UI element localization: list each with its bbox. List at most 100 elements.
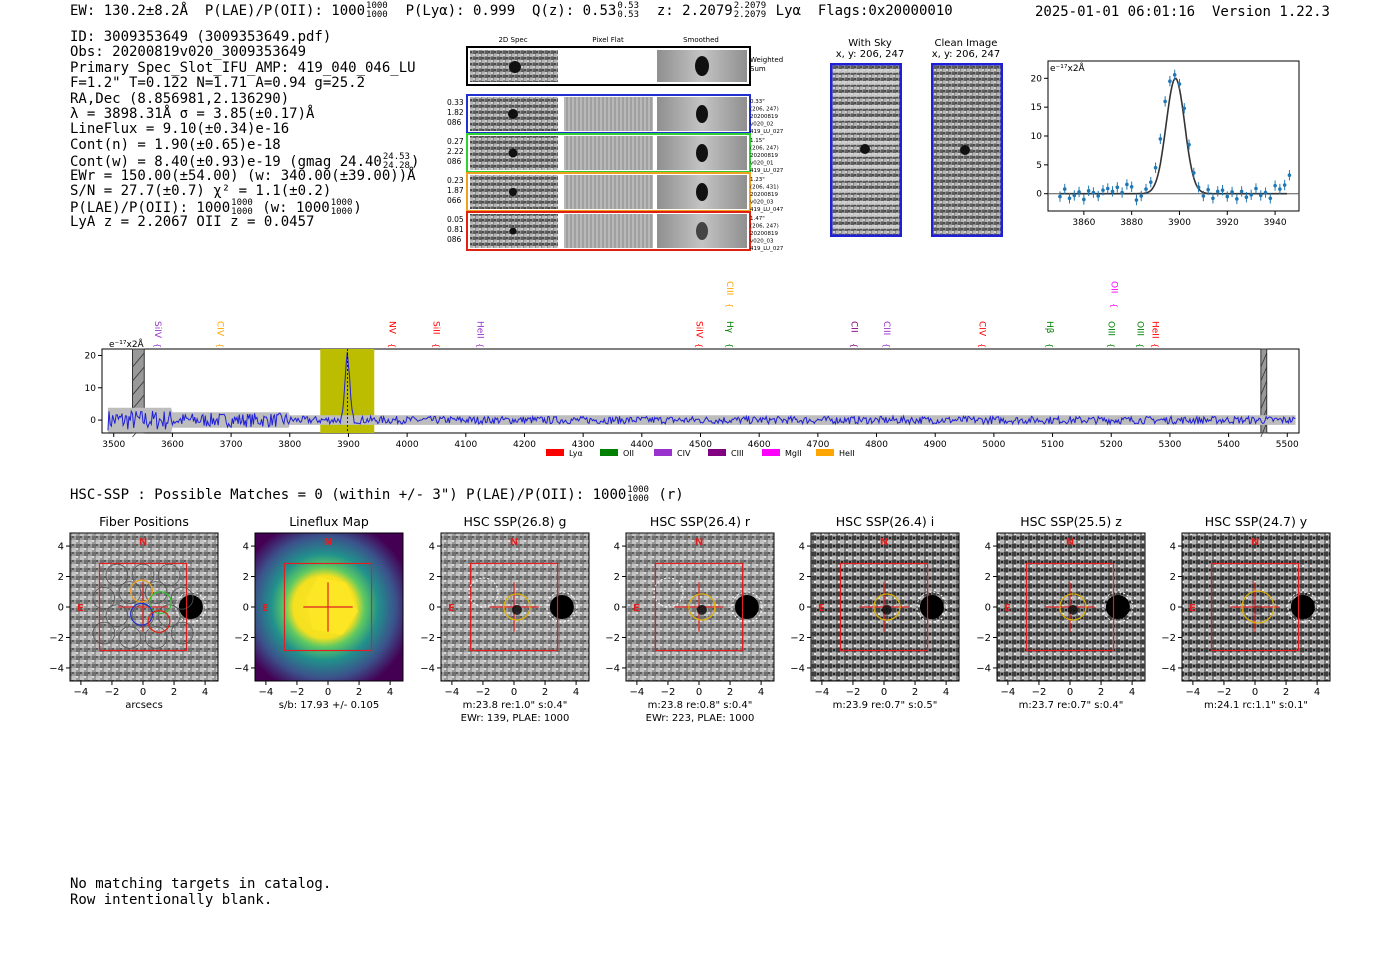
hsc-plae-range: 1000 1000	[627, 485, 649, 504]
zoom-point-12	[1115, 185, 1120, 190]
line-marker-brace-12: {	[1106, 343, 1115, 348]
hsc-ytick-label-1-2: 0	[243, 603, 249, 614]
fiber-circle-6	[170, 587, 194, 610]
hsc-xtick-label-3-3: 2	[727, 687, 733, 698]
qz-range: 0.53 0.53	[617, 1, 639, 20]
hsc-xtick-label-5-2: 0	[1067, 687, 1073, 698]
masked-region-1	[1260, 348, 1268, 438]
z-line: Lyα	[775, 3, 801, 19]
zoom-point-39	[1244, 195, 1249, 199]
line-marker-brace-2: {	[388, 343, 397, 348]
hsc-xtick-label-0-0: −4	[74, 687, 89, 698]
cutout-right-3-0: 1.47"	[750, 216, 765, 222]
search-box-1	[283, 562, 373, 652]
line-fit-chart: e⁻¹⁷x2Å 3860 3880 3900 3920 3940 0 5 10 15 20	[1031, 60, 1300, 228]
east-label-5: E	[1004, 603, 1011, 614]
hsc-caption1-3: m:23.8 re:0.8" s:0.4"	[648, 700, 753, 711]
legend-swatch-4	[762, 449, 780, 456]
line-marker-10: CIV	[976, 321, 986, 337]
cutout-right-0-3: v020_02	[750, 122, 774, 128]
hsc-panel-5: HSC SSP(25.5) z N E −4 −4 −2 −2 0 0 2 2 4 4 m:23.7 re…	[976, 514, 1146, 711]
info-lambda: λ = 3898.31Å σ = 3.85(±0.17)Å	[70, 105, 315, 122]
hsc-xtick-label-2-0: −4	[445, 687, 460, 698]
hsc-caption2-3: EWr: 223, PLAE: 1000	[646, 713, 755, 723]
hsc-ytick-label-6-4: 4	[1170, 542, 1176, 553]
east-label-4: E	[818, 603, 825, 614]
zoom-point-41	[1254, 186, 1258, 191]
zoom-point-28	[1192, 171, 1196, 175]
zoom-point-8	[1096, 194, 1100, 198]
qz-value: Q(z): 0.53	[532, 3, 617, 19]
target-aperture-5	[1059, 593, 1087, 621]
cutout-right-1-3: v020_01	[750, 161, 774, 167]
line-marker-brace-15: {	[1150, 343, 1159, 348]
line-marker-brace-3: {	[432, 343, 441, 348]
hsc-xtick-label-1-2: 0	[325, 687, 331, 698]
target-source-6	[1252, 604, 1263, 615]
east-label-0: E	[77, 603, 84, 614]
north-label-4: N	[880, 537, 888, 548]
footer-line-1: No matching targets in catalog.	[70, 876, 332, 892]
hsc-panel-title-4: HSC SSP(26.4) i	[836, 514, 934, 529]
hsc-panel-4: HSC SSP(26.4) i N E −4 −4 −2 −2 0 0 2 2 4 4 m:23.9 re…	[790, 514, 960, 711]
line-marker-7: CIII	[724, 281, 734, 295]
svg-text:Weighted: Weighted	[750, 56, 783, 64]
line-marker-brace-10: {	[977, 343, 986, 348]
zoom-xtick-label-4: 3940	[1264, 218, 1287, 228]
hsc-xtick-label-3-1: −2	[661, 687, 676, 698]
fiber-circle-10	[92, 621, 116, 645]
hsc-cutout-panels: Fiber Positions N E −4 −4 −2 −2 0 0 2 2 4 4 arcsecs Li…	[49, 514, 1331, 723]
legend-swatch-3	[708, 449, 726, 456]
hsc-xtick-label-0-1: −2	[105, 687, 120, 698]
cutout-right-0-4: 419_LU_027	[750, 129, 784, 135]
spec-xtick-label-13: 4800	[865, 440, 888, 450]
hsc-panel-title-2: HSC SSP(26.8) g	[464, 514, 567, 529]
zoom-xtick-label-3: 3920	[1216, 218, 1239, 228]
info-obs: Obs: 20200819v020_3009353649	[70, 44, 307, 61]
cutout-right-1-4: 419_LU_027	[750, 168, 784, 174]
hsc-panel-title-0: Fiber Positions	[99, 514, 189, 529]
line-marker-brace-0: {	[153, 343, 162, 348]
hsc-ytick-label-0-2: 0	[58, 603, 64, 614]
cutout-left-1-1: 2.22	[447, 147, 464, 156]
hsc-ytick-label-3-2: 0	[614, 603, 620, 614]
cutout-right-3-4: 419_LU_027	[750, 246, 784, 252]
spec-xtick-label-12: 4700	[806, 440, 829, 450]
line-marker-brace-9: {	[882, 343, 891, 348]
zoom-point-11	[1110, 189, 1115, 194]
cutout-right-2-0: 1.23"	[750, 177, 765, 183]
hsc-panel-0: Fiber Positions N E −4 −4 −2 −2 0 0 2 2 4 4 arcsecs	[49, 514, 219, 711]
line-marker-brace-4: {	[476, 343, 485, 348]
spec-xtick-label-16: 5100	[1041, 440, 1064, 450]
legend-label-3: CIII	[731, 449, 744, 458]
hsc-ytick-label-5-1: −2	[976, 633, 991, 644]
hsc-ytick-label-3-3: 2	[614, 572, 620, 583]
hsc-ytick-label-6-2: 0	[1170, 603, 1176, 614]
spec-xtick-label-6: 4100	[454, 440, 477, 450]
hsc-ytick-label-4-2: 0	[799, 603, 805, 614]
zoom-point-18	[1144, 187, 1148, 191]
search-box-0	[98, 562, 188, 652]
cutout-stack: 2D Spec Pixel Flat Smoothed Weighted Sum…	[447, 36, 784, 252]
zoom-point-2	[1067, 196, 1072, 201]
info-ewr: EWr = 150.00(±54.00) (w: 340.00(±39.00))…	[70, 167, 416, 184]
hsc-xtick-label-2-3: 2	[542, 687, 548, 698]
info-sn: S/N = 27.7(±0.7) χ² = 1.1(±0.2)	[70, 182, 332, 199]
cutout-left-2-0: 0.23	[447, 176, 464, 185]
zoom-point-36	[1230, 190, 1234, 194]
hsc-xtick-label-5-4: 4	[1129, 687, 1135, 698]
target-aperture-6	[1241, 590, 1275, 624]
zoom-point-48	[1287, 173, 1292, 178]
hsc-ytick-label-0-1: −2	[49, 633, 64, 644]
neighbor-aperture-4	[916, 591, 948, 623]
cutout-right-2-4: 419_LU_047	[750, 207, 784, 213]
hsc-ytick-label-5-2: 0	[985, 603, 991, 614]
zoom-point-19	[1148, 180, 1153, 184]
cutout-right-3-1: (206, 247)	[750, 224, 779, 230]
zoom-point-16	[1134, 198, 1139, 202]
hsc-caption1-1: s/b: 17.93 +/- 0.105	[279, 700, 379, 711]
hsc-caption1-2: m:23.8 re:1.0" s:0.4"	[463, 700, 568, 711]
line-marker-12: OIII	[1105, 321, 1115, 336]
